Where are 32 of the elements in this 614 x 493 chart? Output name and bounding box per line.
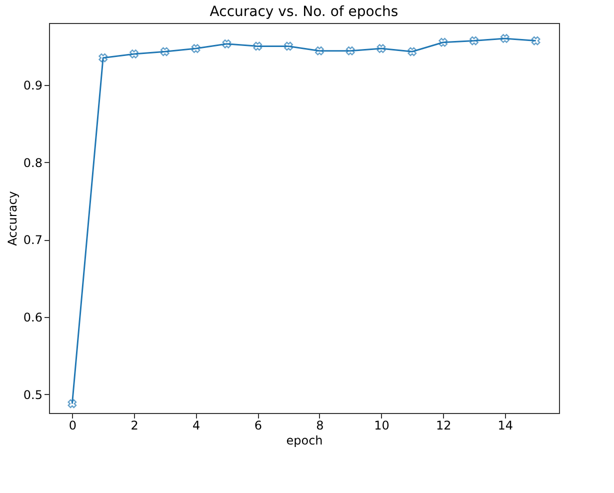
point [98,53,108,62]
point [160,47,170,56]
point [376,44,386,53]
x-tick-label: 0 [68,418,76,432]
point [470,36,478,46]
y-tick-label: 0.5 [23,388,42,402]
y-tick-label: 0.9 [23,78,42,92]
chart-title: Accuracy vs. No. of epochs [210,4,398,20]
point [315,46,324,56]
x-tick-label: 12 [436,418,452,432]
y-tick-label: 0.8 [23,156,42,170]
point [438,38,448,47]
point [500,34,510,43]
point [531,36,540,46]
point [408,47,417,56]
point [191,44,200,53]
x-tick-label: 10 [374,418,390,432]
y-axis-title: Accuracy [5,191,20,246]
x-tick-label: 14 [498,418,514,432]
x-tick-label: 2 [130,418,138,432]
point [253,42,262,51]
x-tick-label: 4 [192,418,200,432]
point [68,399,77,408]
y-tick-label: 0.6 [23,310,42,325]
point [284,42,293,51]
x-tick-label: 6 [254,418,262,432]
point [130,50,138,58]
y-tick-label: 0.7 [23,233,42,248]
point [346,46,355,56]
x-axis-title: epoch [286,434,323,448]
x-tick-label: 8 [316,418,324,432]
point [222,39,232,48]
